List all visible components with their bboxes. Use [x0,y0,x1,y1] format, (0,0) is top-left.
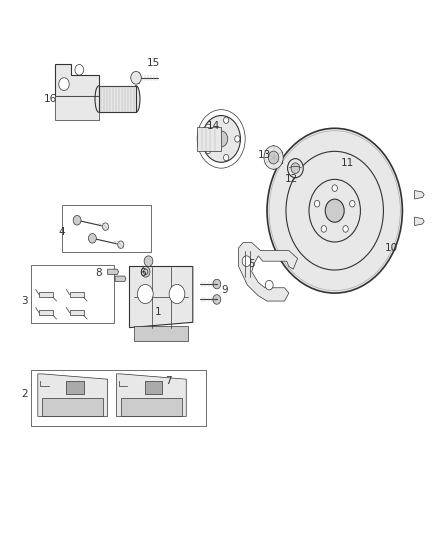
Circle shape [205,147,211,154]
Text: 5: 5 [248,259,255,269]
Circle shape [267,128,403,293]
Text: 7: 7 [166,376,172,386]
Circle shape [321,225,326,232]
Polygon shape [115,276,126,281]
Circle shape [213,295,221,304]
Text: 14: 14 [207,120,220,131]
Bar [134,326,188,341]
Circle shape [235,136,240,142]
Bar [42,398,103,416]
Bar [31,370,206,426]
Text: 16: 16 [44,94,57,104]
Circle shape [288,159,303,177]
Polygon shape [39,292,53,297]
Circle shape [291,163,300,173]
Text: 2: 2 [21,389,28,399]
Circle shape [325,199,344,222]
Text: 6: 6 [139,268,146,278]
Polygon shape [415,190,424,199]
Circle shape [264,146,283,169]
Bar [145,381,162,394]
Text: 10: 10 [385,243,398,253]
Polygon shape [239,243,297,301]
Circle shape [88,233,96,243]
Polygon shape [70,292,84,297]
Text: 1: 1 [155,306,161,317]
Bar [197,127,221,151]
Polygon shape [55,96,99,120]
Circle shape [59,78,69,91]
Circle shape [169,285,185,304]
Circle shape [118,241,124,248]
Ellipse shape [132,86,140,112]
Polygon shape [39,310,53,316]
Circle shape [343,225,348,232]
Circle shape [350,200,355,207]
Bar [31,265,114,324]
Text: 3: 3 [21,296,28,306]
Text: 13: 13 [258,150,272,160]
Circle shape [205,124,211,131]
Polygon shape [38,374,108,416]
Ellipse shape [202,127,240,151]
Circle shape [202,116,240,163]
Polygon shape [108,269,119,274]
Text: 15: 15 [147,59,160,68]
Bar [62,205,151,252]
Circle shape [268,151,279,164]
Circle shape [213,279,221,289]
Circle shape [223,117,229,124]
Polygon shape [70,310,84,316]
Circle shape [223,155,229,161]
Circle shape [332,185,337,191]
Ellipse shape [329,199,340,222]
Circle shape [309,180,360,242]
Text: 8: 8 [95,269,102,278]
Circle shape [242,256,251,266]
Circle shape [141,266,150,277]
Text: 12: 12 [284,174,298,184]
Circle shape [73,215,81,225]
Text: 9: 9 [221,286,228,295]
Polygon shape [130,266,193,328]
Circle shape [75,64,84,75]
Text: 11: 11 [341,158,354,168]
Circle shape [102,223,109,230]
Text: 4: 4 [59,227,65,237]
Circle shape [138,285,153,304]
Circle shape [131,71,141,84]
Bar [121,398,182,416]
Bar [66,381,84,394]
Circle shape [144,256,153,266]
Polygon shape [117,374,186,416]
Circle shape [215,131,228,147]
Circle shape [265,280,273,290]
Circle shape [314,200,320,207]
Bar [99,86,136,112]
Polygon shape [415,217,424,225]
Polygon shape [55,64,99,96]
